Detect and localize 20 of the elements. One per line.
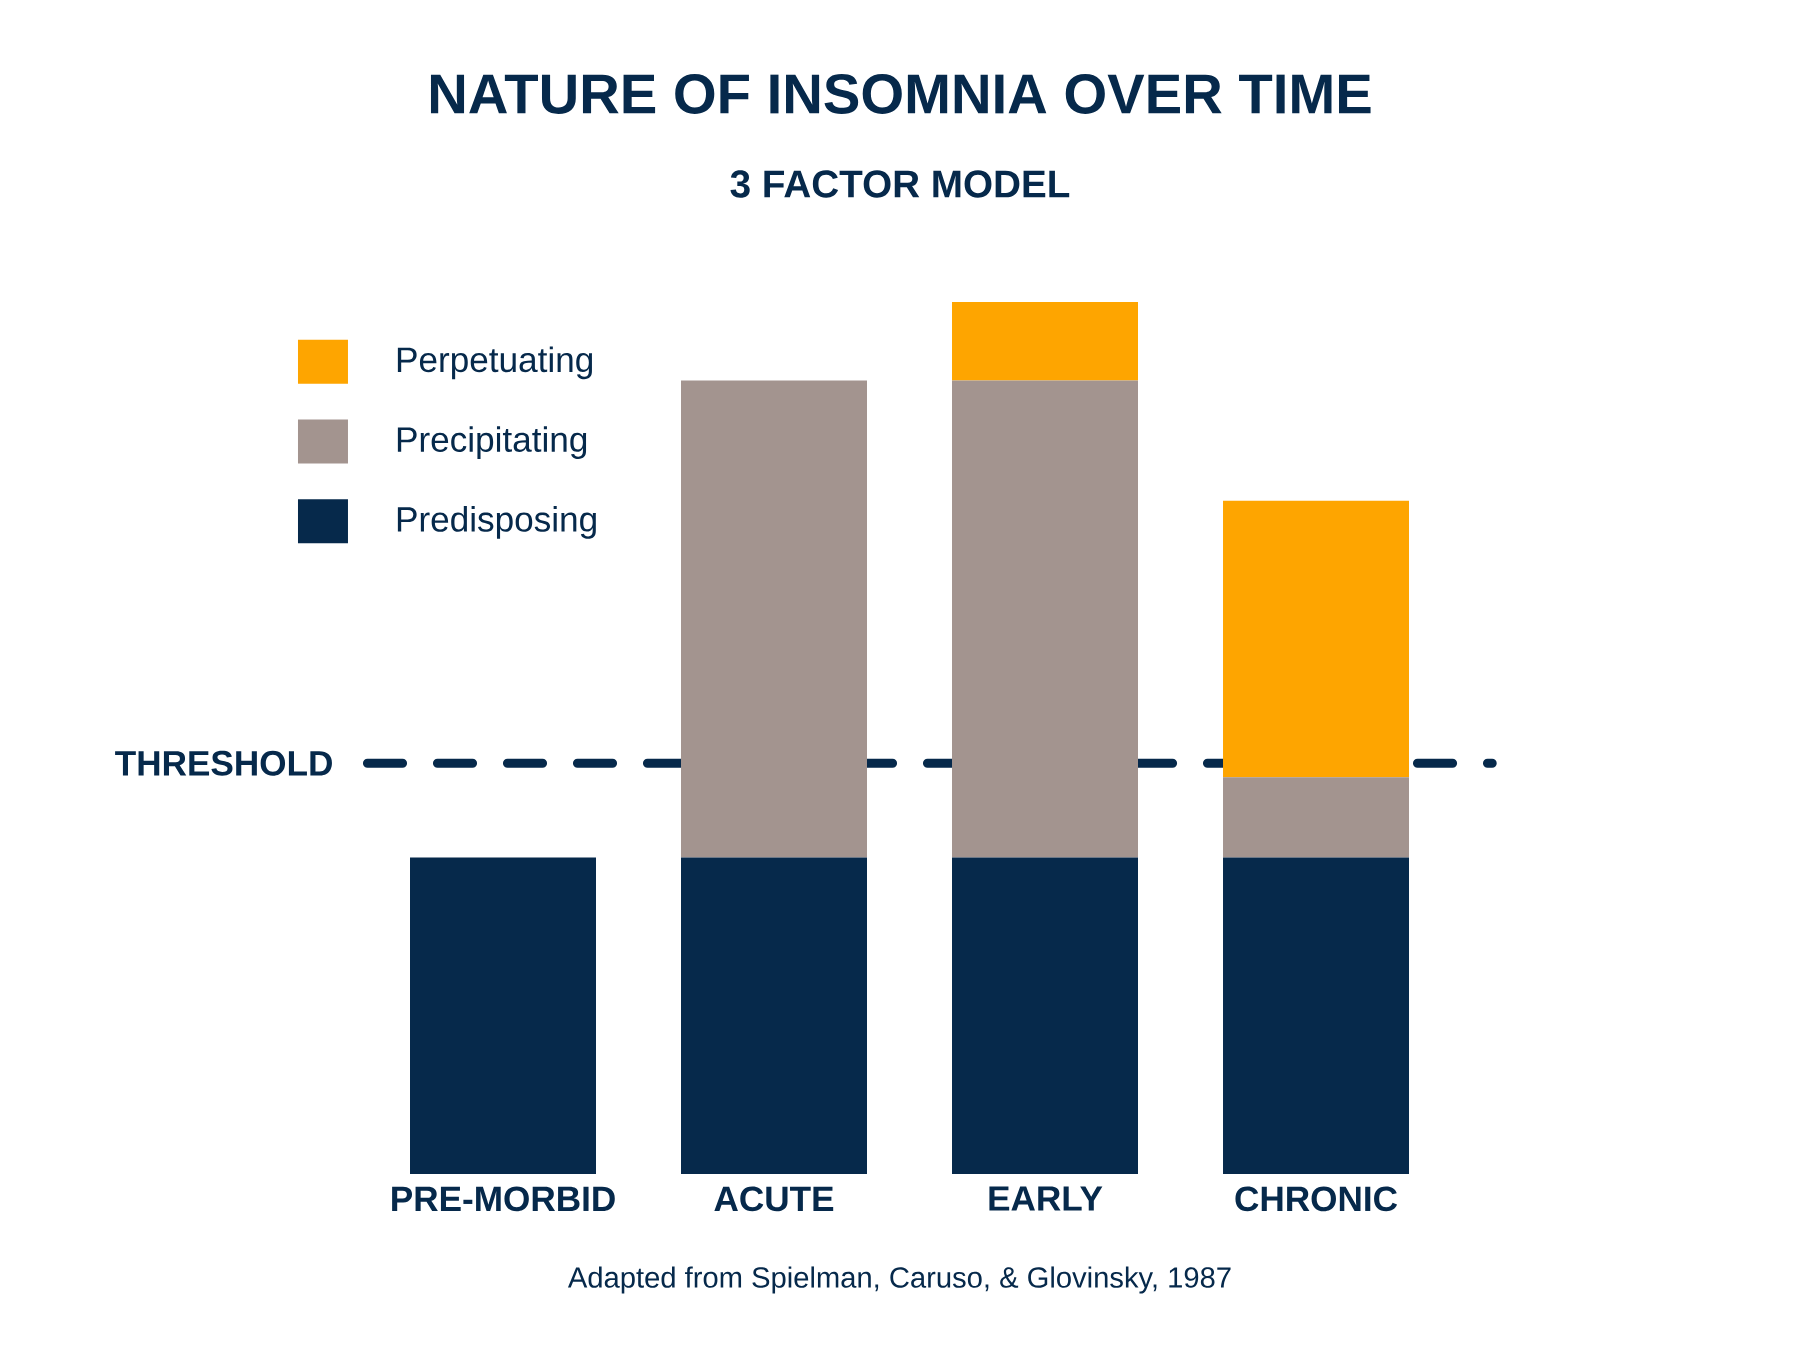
legend-label: Precipitating <box>397 426 587 459</box>
bar <box>1223 777 1410 858</box>
bar <box>1223 500 1410 778</box>
chart-title: NATURE OF INSOMNIA OVER TIME <box>430 74 1371 114</box>
text: Adapted from Spielman, Caruso, & Glovinsky, 1987 <box>567 1266 1231 1294</box>
x-tick-label: EARLY <box>989 1186 1103 1211</box>
bar <box>952 857 1138 1174</box>
x-tick-label: ACUTE <box>714 1186 834 1212</box>
x-tick-label: PRE-MORBID <box>392 1186 615 1212</box>
x-tick-label: CHRONIC <box>1235 1186 1398 1212</box>
chart-subtitle: 3 FACTOR MODEL <box>730 170 1070 198</box>
legend-label: Perpetuating <box>397 346 593 380</box>
ref-line-label: THRESHOLD <box>115 750 332 776</box>
bar <box>1223 857 1410 1174</box>
bar <box>410 857 596 1174</box>
bar <box>952 380 1138 858</box>
bar <box>952 301 1138 381</box>
bar <box>681 857 867 1174</box>
legend-label: Predisposing <box>397 506 596 539</box>
bar <box>681 380 867 858</box>
